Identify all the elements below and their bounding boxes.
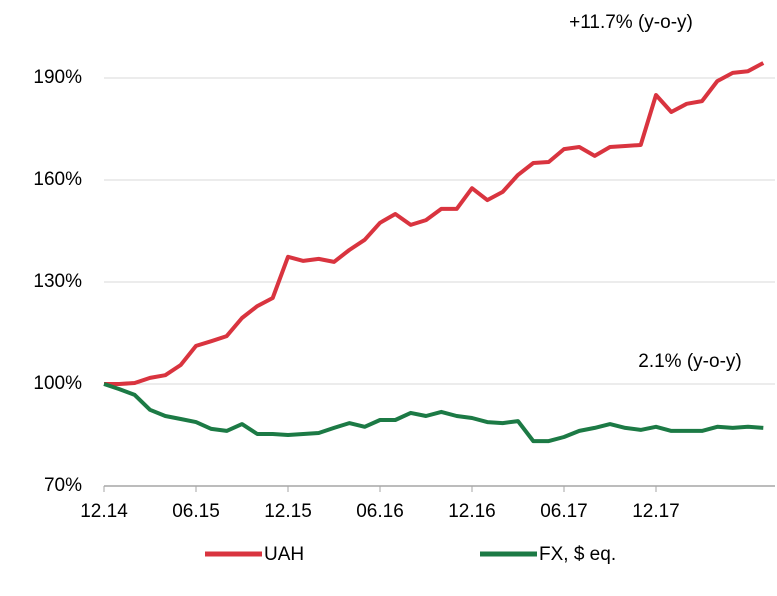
line-series [104,61,765,386]
annotation: +11.7% (y-o-y) [569,12,693,33]
x-tick-label: 12.14 [80,501,128,522]
y-tick-label: 100% [33,373,82,394]
x-tick-label: 06.17 [540,501,588,522]
x-tick-label: 06.16 [356,501,404,522]
legend-label: UAH [264,544,304,565]
x-tick-label: 06.15 [172,501,220,522]
x-tick-label: 12.15 [264,501,312,522]
x-tick-label: 12.16 [448,501,496,522]
y-tick-label: 70% [44,475,82,496]
line-series [103,382,764,444]
x-tick-label: 12.17 [632,501,680,522]
legend-label: FX, $ eq. [539,544,616,565]
annotation: 2.1% (y-o-y) [638,351,741,372]
y-tick-label: 190% [33,67,82,88]
y-tick-label: 130% [33,271,82,292]
y-tick-label: 160% [33,169,82,190]
